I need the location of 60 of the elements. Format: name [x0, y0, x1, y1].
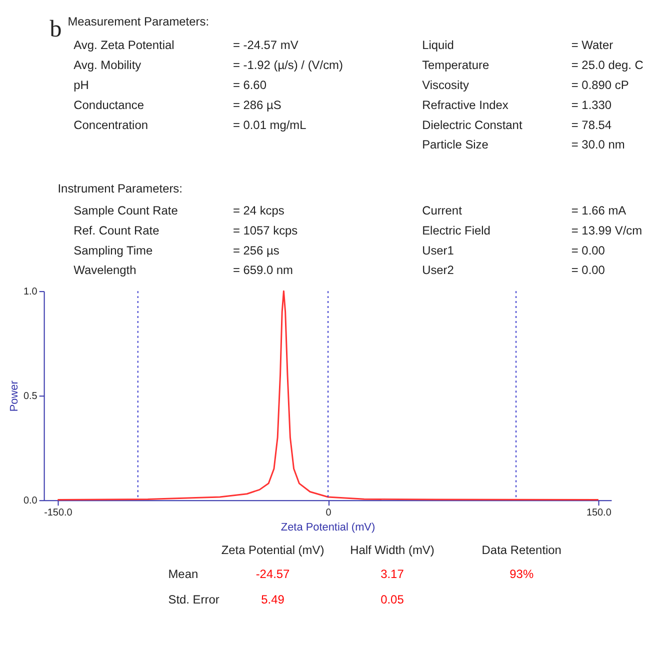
text: 5.49: [261, 592, 285, 607]
text: Refractive Index: [422, 98, 508, 112]
text: Instrument Parameters:: [58, 182, 182, 196]
text: = 0.01 mg/mL: [232, 118, 307, 132]
text: = 78.54: [571, 118, 612, 132]
text: Avg. Zeta Potential: [74, 38, 174, 52]
text: 3.17: [380, 566, 404, 581]
x-tick-label: 150.0: [586, 508, 612, 519]
text: Sample Count Rate: [74, 203, 178, 218]
y-tick-label: 0.5: [24, 391, 38, 402]
text: Measurement Parameters:: [68, 14, 210, 28]
text: pH: [74, 78, 89, 92]
text: = 1.66 mA: [571, 203, 626, 218]
text: Wavelength: [74, 263, 136, 278]
text: Concentration: [74, 118, 148, 132]
text: = 0.890 cP: [571, 78, 629, 92]
text: = 13.99 V/cm: [571, 223, 642, 238]
text: = 659.0 nm: [232, 263, 294, 278]
text: = 0.00: [571, 243, 606, 258]
text: = 25.0 deg. C: [571, 58, 644, 72]
text: Particle Size: [422, 138, 489, 152]
text: Zeta Potential (mV): [221, 542, 324, 557]
text: = 6.60: [232, 78, 267, 92]
text: b: [50, 16, 62, 42]
text: = 30.0 nm: [571, 138, 625, 152]
text: Half Width (mV): [350, 542, 434, 557]
text: 0.05: [380, 592, 404, 607]
text: = 0.00: [571, 263, 606, 278]
text: Electric Field: [422, 223, 490, 238]
text: = -1.92 (µ/s) / (V/cm): [232, 58, 343, 72]
text: Mean: [168, 566, 198, 581]
text: Temperature: [422, 58, 490, 72]
text: Std. Error: [168, 592, 220, 607]
text: 93%: [510, 566, 534, 581]
text: = Water: [571, 38, 614, 52]
text: Ref. Count Rate: [74, 223, 160, 238]
y-tick-label: 0.0: [24, 496, 38, 507]
text: -24.57: [256, 566, 290, 581]
text: = 286 µS: [232, 98, 282, 112]
line-series: [56, 290, 600, 500]
text: Current: [422, 203, 463, 218]
text: = 1.330: [571, 98, 612, 112]
text: Liquid: [422, 38, 454, 52]
text: = 24 kcps: [232, 203, 284, 218]
text: = -24.57 mV: [232, 38, 298, 52]
text: Dielectric Constant: [422, 118, 523, 132]
x-tick-label: 0: [326, 508, 332, 519]
y-tick-label: 1.0: [24, 286, 38, 298]
text: Sampling Time: [74, 243, 153, 258]
text: = 1057 kcps: [232, 223, 298, 238]
x-axis-title: Zeta Potential (mV): [280, 521, 376, 534]
y-axis-title: Power: [8, 380, 21, 412]
x-tick-label: -150.0: [44, 508, 73, 519]
text: Data Retention: [482, 542, 562, 557]
text: Viscosity: [422, 78, 469, 92]
text: User2: [422, 263, 454, 278]
text: Avg. Mobility: [74, 58, 142, 72]
text: Conductance: [74, 98, 144, 112]
text: User1: [422, 243, 454, 258]
text: = 256 µs: [232, 243, 280, 258]
